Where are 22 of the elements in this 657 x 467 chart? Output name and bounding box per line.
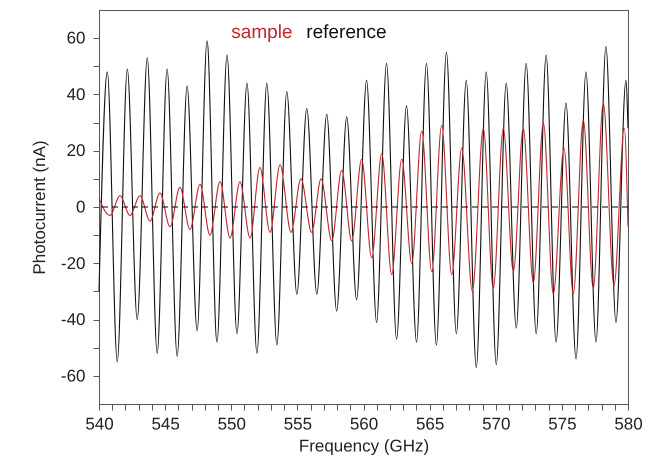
x-tick-label: 575 [548,414,577,434]
y-tick-label: -40 [60,310,86,330]
series-label: reference [306,22,387,43]
y-tick-label: 60 [66,28,86,48]
x-tick-label: 540 [85,414,114,434]
y-tick-label: -20 [60,254,86,273]
x-tick-label: 560 [350,414,378,434]
x-tick-label: 550 [218,414,246,434]
y-tick-label: 20 [66,141,86,160]
text: sample [231,22,292,43]
line-series [98,102,629,295]
x-axis-title: Frequency (GHz) [298,436,430,456]
y-tick-label: -60 [60,366,86,386]
x-tick-label: 565 [416,414,444,434]
y-tick-label: 40 [66,84,86,104]
x-tick-label: 555 [284,414,312,434]
line-series [98,40,629,368]
x-tick-label: 580 [614,414,643,434]
y-axis-title: Photocurrent (nA) [30,140,49,275]
y-tick-label: 0 [76,198,86,216]
x-tick-label: 570 [482,414,510,434]
x-tick-label: 545 [151,414,180,434]
